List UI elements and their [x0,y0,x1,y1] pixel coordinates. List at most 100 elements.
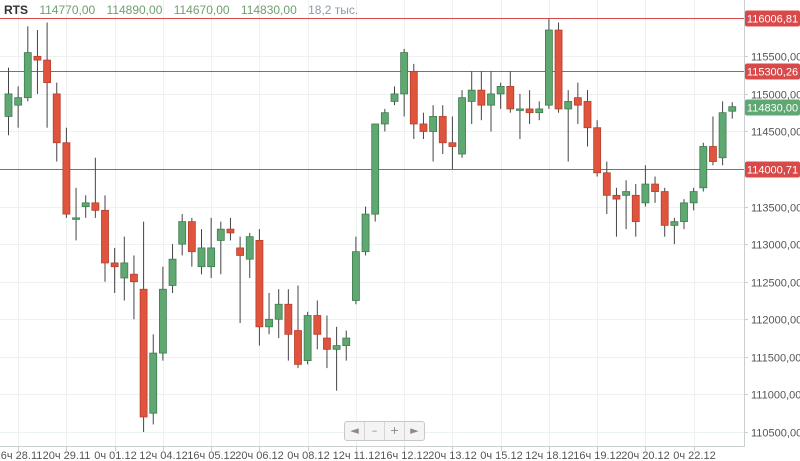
candle-body-up [207,247,216,268]
price-level-label: 114000,71 [747,165,798,177]
candle [409,63,418,139]
candle [43,22,51,128]
candle [535,101,544,121]
candle [178,214,187,256]
low-value: 114670,00 [173,3,230,17]
candle-body-up [380,112,389,125]
x-tick-label: 20ч 06.12 [235,450,284,461]
symbol-label: RTS [4,3,28,17]
x-tick-label: 20ч 20.12 [621,450,670,461]
candle [400,48,409,117]
candle-body-up [680,202,688,223]
candle [197,229,206,275]
scroll-left-button[interactable]: ◄ [345,422,365,440]
x-tick-label: 0ч 01.12 [94,450,136,461]
candle-body-up [72,217,80,220]
open-value: 114770,00 [39,3,96,17]
candle [709,116,717,166]
candle [718,101,727,166]
x-tick-label: 16ч 28.11 [0,450,42,461]
price-level-badge [745,63,800,80]
candle [236,236,245,324]
candle-body-up [361,213,370,253]
candle-body-down [323,337,331,350]
candle [438,105,447,155]
candle-body-up [718,112,727,159]
candle [545,18,553,109]
candle-body-down [583,101,592,129]
zoom-out-button[interactable]: – [365,422,385,440]
candle [390,86,399,106]
price-level-badge [745,10,800,27]
candle-body-up [149,352,158,414]
candle [274,289,283,339]
candle-body-down [33,55,42,61]
x-tick-label: 16ч 19.12 [573,450,622,461]
y-tick-label: 111000,00 [751,390,800,402]
candle-body-up [390,93,399,102]
candle [265,292,273,335]
candle [670,217,679,245]
x-tick-label: 20ч 13.12 [428,450,477,461]
y-tick-label: 115000,00 [751,90,800,102]
candle [120,236,129,301]
candle-body-up [699,146,708,189]
candle-body-up [429,116,438,132]
candle-body-down [573,97,582,106]
zoom-in-button[interactable]: + [385,422,405,440]
y-tick-label: 112000,00 [751,315,800,327]
price-level-label: 115300,26 [747,67,798,79]
candle-body-down [477,89,486,106]
candle [245,232,254,278]
candle-body-up [4,93,13,117]
candle [216,221,225,275]
candle-body-up [178,221,187,245]
candle-body-up [303,315,312,362]
candle-body-up [168,258,177,286]
candle [72,187,80,241]
candle [332,326,341,391]
candle-body-up [351,251,360,301]
price-badges: 116006,81 115300,26 114000,71 114830,00 [745,10,800,178]
candle [149,334,158,425]
candle-body-up [23,52,32,99]
candle [487,71,495,132]
candle [81,195,90,218]
x-tick-label: 12ч 04.12 [139,450,188,461]
candle [371,123,380,222]
candle-body-up [81,202,90,207]
candle-body-down [313,315,322,335]
candle [168,244,177,293]
candle [323,315,331,369]
candle-body-down [52,93,61,144]
candle [284,289,293,361]
candle [573,82,582,124]
candle-body-down [506,85,515,110]
candle-body-up [728,106,737,112]
candle-body-up [158,288,167,354]
candle-body-up [120,262,129,279]
candle-body-up [332,345,341,350]
ohlc-info-bar: RTS 114770,00 114890,00 114670,00 114830… [4,3,366,17]
scroll-right-button[interactable]: ► [410,424,419,437]
candle-body-up [458,97,466,155]
x-tick-label: 0ч 08.12 [287,450,329,461]
candle-body-down [409,70,418,125]
candle [351,236,360,305]
candle-body-down [448,142,457,147]
candle-body-down [226,228,235,234]
grid [0,0,744,447]
candle-body-up [545,29,553,106]
candle-body-up [197,247,206,268]
candle [342,330,351,361]
candle-body-down [554,29,563,110]
candle [361,206,370,256]
candle-body-up [400,52,409,95]
axis-frame [0,0,745,447]
candle [496,82,505,109]
x-tick-label: 16ч 05.12 [187,450,236,461]
candle [33,30,42,94]
candle [226,217,235,241]
